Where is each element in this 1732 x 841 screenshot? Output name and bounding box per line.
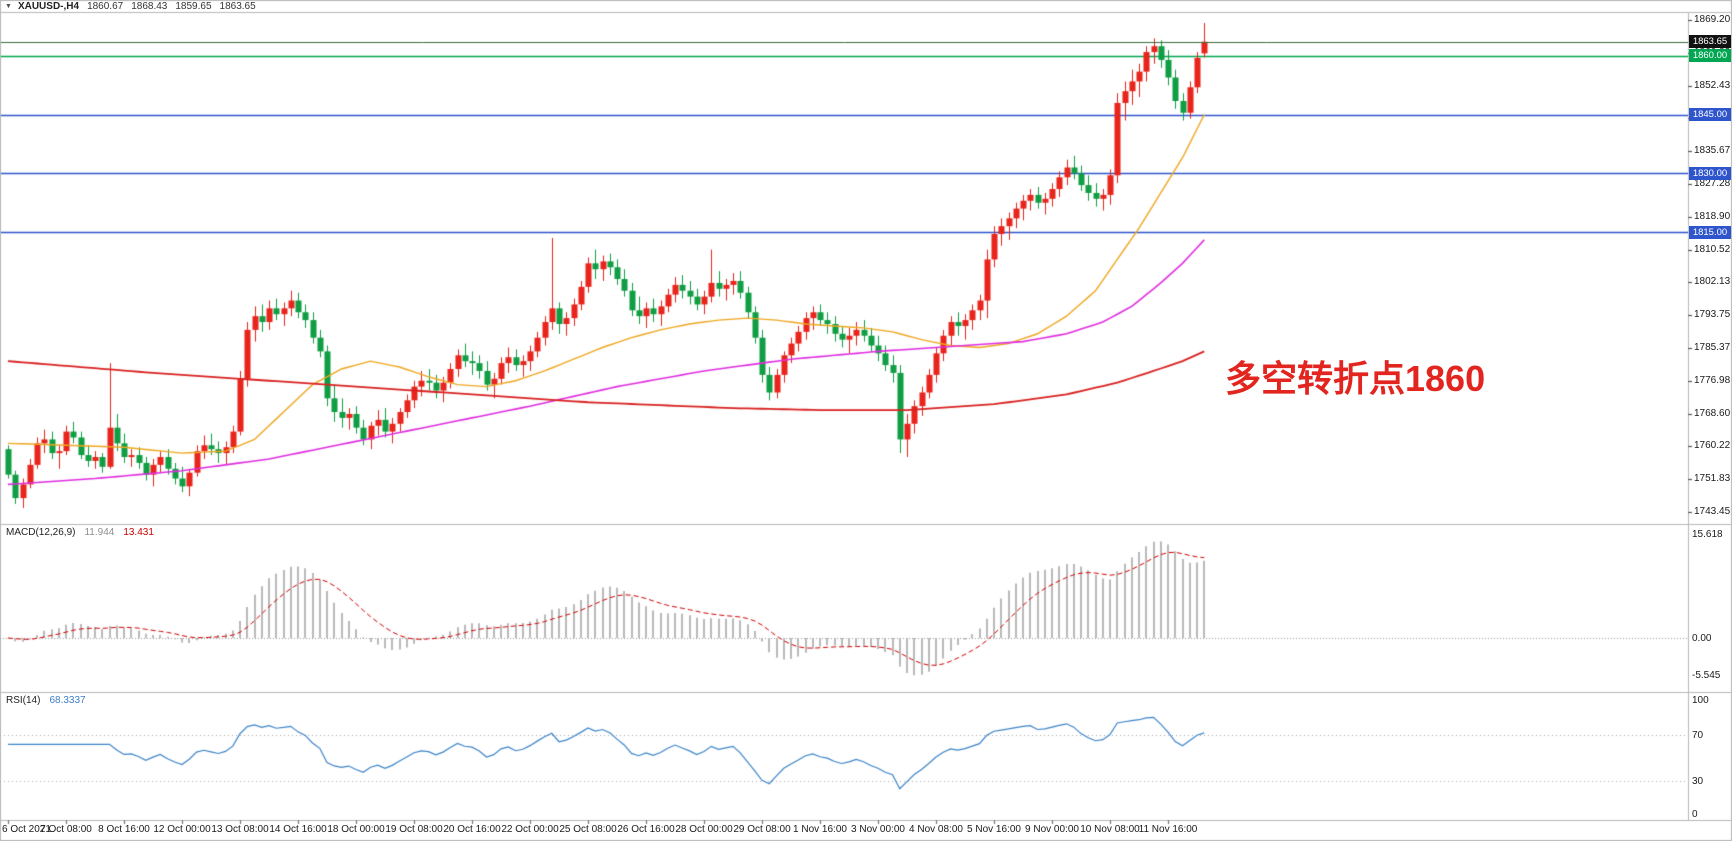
time-axis-label: 20 Oct 16:00 xyxy=(443,824,501,835)
time-axis-label: 10 Nov 08:00 xyxy=(1080,824,1140,835)
time-axis-label: 6 Oct 2021 xyxy=(2,824,51,835)
time-axis-label: 5 Nov 16:00 xyxy=(967,824,1021,835)
time-axis-label: 11 Nov 16:00 xyxy=(1138,824,1198,835)
rsi-axis-70-label: 70 xyxy=(1692,730,1704,741)
time-axis-label: 7 Oct 08:00 xyxy=(40,824,92,835)
time-axis-label: 8 Oct 16:00 xyxy=(98,824,150,835)
chart-info-bar: ▼ XAUUSD-,H4 1860.67 1868.43 1859.65 186… xyxy=(5,0,256,12)
macd-axis-zero-label: 0.00 xyxy=(1692,633,1712,644)
time-axis-label: 9 Nov 00:00 xyxy=(1025,824,1079,835)
symbol-timeframe-label: XAUUSD-,H4 xyxy=(17,0,80,12)
price-axis-label: 1802.13 xyxy=(1694,276,1731,288)
rsi-axis-100-label: 100 xyxy=(1692,695,1709,706)
price-axis-label: 1785.37 xyxy=(1694,341,1731,353)
macd-signal-value: 13.431 xyxy=(123,527,154,538)
symbol-dropdown-icon[interactable]: ▼ xyxy=(5,2,12,10)
price-axis-label: 1776.98 xyxy=(1694,374,1731,386)
time-axis-label: 26 Oct 16:00 xyxy=(617,824,675,835)
time-axis-label: 19 Oct 08:00 xyxy=(385,824,443,835)
price-axis-label: 1760.22 xyxy=(1694,440,1731,452)
time-axis-label: 12 Oct 00:00 xyxy=(153,824,211,835)
time-axis-label: 25 Oct 08:00 xyxy=(559,824,617,835)
macd-main-value: 11.944 xyxy=(84,527,115,538)
annotation-text: 多空转折点1860 xyxy=(1225,358,1486,399)
low-value: 1859.65 xyxy=(175,0,212,12)
price-axis-label: 1869.20 xyxy=(1694,14,1731,25)
rsi-value: 68.3337 xyxy=(49,695,86,706)
price-axis-label: 1751.83 xyxy=(1694,473,1731,485)
price-axis-label: 1827.28 xyxy=(1694,178,1731,189)
price-axis-label: 1768.60 xyxy=(1694,407,1731,419)
price-axis-label: 1818.90 xyxy=(1694,210,1731,222)
macd-axis-min-label: -5.545 xyxy=(1692,670,1721,681)
time-axis-label: 13 Oct 08:00 xyxy=(211,824,269,835)
price-axis-label: 1793.75 xyxy=(1694,309,1731,321)
close-value: 1863.65 xyxy=(219,0,256,12)
rsi-axis-30-label: 30 xyxy=(1692,776,1704,787)
macd-indicator-label: MACD(12,26,9) 11.944 13.431 xyxy=(6,527,154,538)
rsi-indicator-label: RSI(14) 68.3337 xyxy=(6,695,86,706)
macd-axis-max-label: 15.618 xyxy=(1692,529,1723,540)
time-axis-label: 22 Oct 00:00 xyxy=(501,824,559,835)
open-value: 1860.67 xyxy=(87,0,124,12)
time-axis-label: 4 Nov 08:00 xyxy=(909,824,963,835)
time-axis-label: 14 Oct 16:00 xyxy=(269,824,327,835)
price-level-badge-1830.00: 1830.00 xyxy=(1689,166,1731,180)
price-level-badge-1815.00: 1815.00 xyxy=(1689,225,1731,239)
macd-name: MACD(12,26,9) xyxy=(6,527,76,538)
price-level-badge-1863.65: 1863.65 xyxy=(1689,35,1731,49)
time-axis-label: 29 Oct 08:00 xyxy=(733,824,791,835)
rsi-name: RSI(14) xyxy=(6,695,41,706)
time-axis-label: 1 Nov 16:00 xyxy=(793,824,847,835)
price-axis-label: 1810.52 xyxy=(1694,243,1731,255)
price-axis-label: 1835.67 xyxy=(1694,145,1731,157)
rsi-axis-0-label: 0 xyxy=(1692,809,1698,820)
price-level-badge-1860.00: 1860.00 xyxy=(1689,49,1731,63)
high-value: 1868.43 xyxy=(131,0,168,12)
time-axis-label: 28 Oct 00:00 xyxy=(675,824,733,835)
time-axis-label: 3 Nov 00:00 xyxy=(851,824,905,835)
price-axis-label: 1852.43 xyxy=(1694,79,1731,91)
price-axis-label: 1743.45 xyxy=(1694,506,1731,517)
time-axis-label: 18 Oct 00:00 xyxy=(327,824,385,835)
price-level-badge-1845.00: 1845.00 xyxy=(1689,108,1731,122)
